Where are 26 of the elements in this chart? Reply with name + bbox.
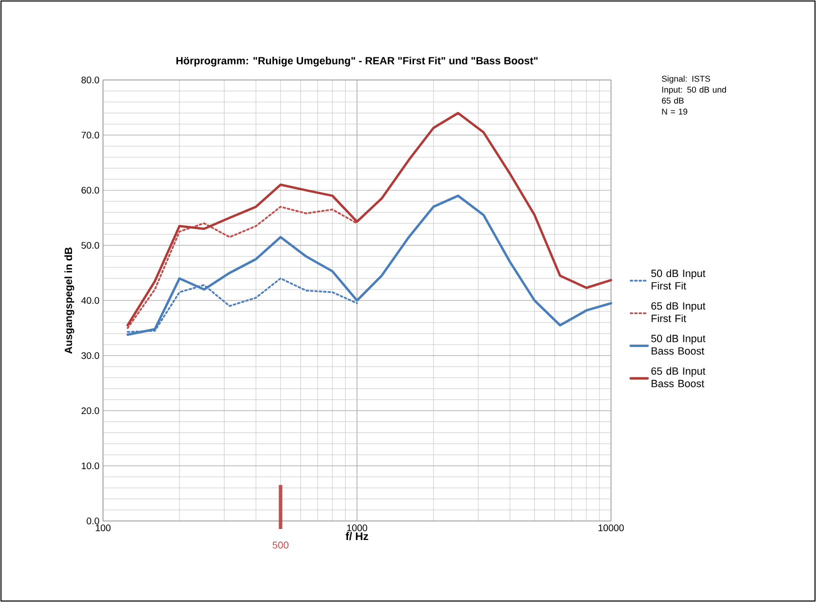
text: Signal: ISTS bbox=[662, 76, 710, 84]
x-tick-label: 1000 bbox=[347, 524, 368, 532]
legend-label: 65 dB Input Bass Boost bbox=[651, 367, 706, 388]
y-axis-title: Ausgangspegel in dB bbox=[64, 247, 74, 354]
line-series bbox=[126, 206, 358, 329]
text: Input: 50 dB und 65 dB bbox=[662, 86, 726, 104]
y-tick-label: 10.0 bbox=[82, 462, 100, 470]
y-tick-label: 80.0 bbox=[81, 76, 100, 84]
y-tick-label: 50.0 bbox=[81, 242, 100, 249]
x-tick-label: 10000 bbox=[598, 524, 624, 532]
y-tick-label: 0.0 bbox=[86, 518, 100, 524]
text: N = 19 bbox=[662, 108, 688, 115]
x-tick-label: 100 bbox=[96, 524, 111, 532]
y-tick-label: 40.0 bbox=[81, 297, 100, 304]
y-tick-label: 70.0 bbox=[82, 132, 100, 138]
legend-label: 50 dB Input First Fit bbox=[651, 269, 706, 290]
line-series bbox=[126, 194, 612, 336]
legend-label: 50 dB Input Bass Boost bbox=[651, 334, 706, 355]
y-tick-label: 30.0 bbox=[81, 352, 100, 359]
chart-title: Hörprogramm: "Ruhige Umgebung" - REAR "First Fit" und "Bass Boost" bbox=[176, 56, 538, 66]
x-axis-title: f/ Hz bbox=[346, 532, 368, 540]
ref-line-label: 500 bbox=[272, 542, 288, 549]
y-tick-label: 60.0 bbox=[82, 186, 100, 194]
line-series bbox=[126, 112, 612, 326]
y-tick-label: 20.0 bbox=[82, 407, 100, 414]
legend-label: 65 dB Input First Fit bbox=[651, 302, 706, 322]
